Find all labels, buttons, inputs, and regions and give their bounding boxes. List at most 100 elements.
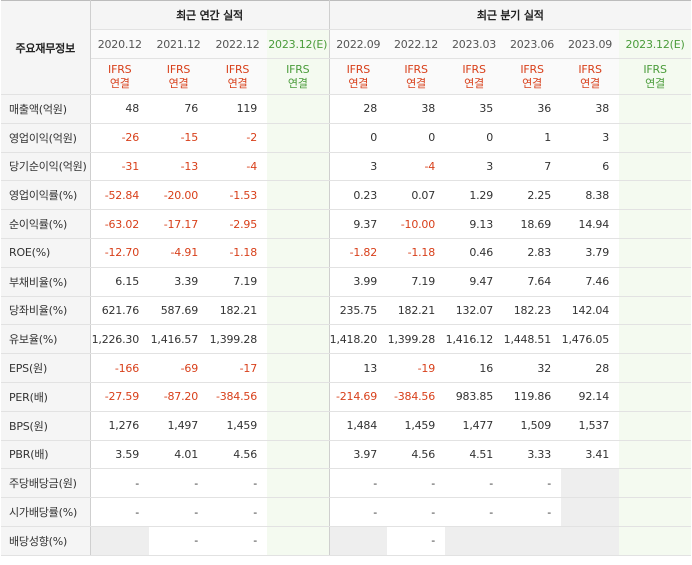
quarterly-period-header: 2022.09: [329, 29, 388, 59]
row-label: 당기순이익(억원): [1, 152, 91, 182]
quarterly-value-cell: 3.79: [561, 238, 620, 268]
ifrs-label: IFRS: [225, 62, 250, 76]
table-row: 순이익률(%) -63.02 -17.17 -2.95 9.37 -10.00 9.13 18…: [1, 209, 692, 239]
quarterly-value-cell: [619, 411, 692, 441]
annual-value-cell: -12.70: [90, 238, 149, 268]
quarterly-value-cell: 3.97: [329, 440, 388, 470]
quarterly-value-cell: -1.18: [387, 238, 446, 268]
row-label: 영업이익(억원): [1, 123, 91, 153]
quarterly-value-cell: 1,537: [561, 411, 620, 441]
annual-value-cell: 1,416.57: [149, 324, 208, 355]
row-label: ROE(%): [1, 238, 91, 268]
annual-value-cell: -20.00: [149, 180, 208, 211]
quarterly-value-cell: [619, 123, 692, 153]
quarterly-value-cell: 132.07: [445, 296, 504, 326]
quarterly-section-title: 최근 분기 실적: [329, 0, 692, 30]
ifrs-label: IFRS: [346, 62, 371, 76]
table-row: EPS(원) -166 -69 -17 13 -19 16 32 28: [1, 353, 692, 383]
quarterly-value-cell: 7: [503, 152, 562, 182]
consolidated-label: 연결: [522, 76, 542, 90]
quarterly-period-header: 2022.12: [387, 29, 446, 59]
consolidated-label: 연결: [287, 76, 308, 90]
annual-value-cell: 621.76: [90, 296, 149, 326]
annual-value-cell: -: [90, 497, 149, 527]
row-label: EPS(원): [1, 353, 91, 383]
quarterly-value-cell: 4.51: [445, 440, 504, 470]
quarterly-value-cell: 9.37: [329, 209, 388, 239]
quarterly-value-cell: 2.83: [503, 238, 562, 268]
annual-accounting-header: IFRS 연결: [208, 58, 267, 95]
quarterly-value-cell: [445, 526, 504, 556]
annual-value-cell: [267, 353, 330, 383]
annual-value-cell: -: [149, 468, 208, 499]
table-row: 당좌비율(%) 621.76 587.69 182.21 235.75 182.21 132…: [1, 296, 692, 326]
ifrs-label: IFRS: [643, 62, 667, 76]
annual-value-cell: -4: [208, 152, 267, 182]
annual-value-cell: -: [90, 468, 149, 499]
quarterly-accounting-header: IFRS 연결: [503, 58, 562, 95]
row-label: 부채비율(%): [1, 267, 91, 297]
quarterly-accounting-header: IFRS 연결: [561, 58, 620, 95]
annual-value-cell: -4.91: [149, 238, 208, 268]
annual-value-cell: -: [208, 468, 267, 499]
quarterly-value-cell: -10.00: [387, 209, 446, 239]
quarterly-value-cell: 14.94: [561, 209, 620, 239]
quarterly-value-cell: -: [445, 497, 504, 527]
annual-value-cell: -17.17: [149, 209, 208, 239]
consolidated-label: 연결: [406, 76, 426, 90]
quarterly-value-cell: 38: [387, 94, 446, 124]
annual-value-cell: -2: [208, 123, 267, 153]
annual-value-cell: 182.21: [208, 296, 267, 326]
quarterly-value-cell: 7.46: [561, 267, 620, 297]
row-label: PBR(배): [1, 440, 91, 470]
quarterly-value-cell: 0: [329, 123, 388, 153]
quarterly-value-cell: -: [503, 497, 562, 527]
annual-value-cell: 48: [90, 94, 149, 124]
quarterly-value-cell: 1.29: [445, 180, 504, 211]
quarterly-value-cell: [619, 324, 692, 355]
row-label: 유보율(%): [1, 324, 91, 355]
quarterly-value-cell: [561, 468, 620, 499]
quarterly-value-cell: -: [387, 497, 446, 527]
quarterly-value-cell: [619, 152, 692, 182]
quarterly-value-cell: 36: [503, 94, 562, 124]
quarterly-value-cell: [619, 526, 692, 556]
consolidated-label: 연결: [645, 76, 665, 90]
annual-value-cell: [267, 526, 330, 556]
quarterly-value-cell: 16: [445, 353, 504, 383]
table-row: 부채비율(%) 6.15 3.39 7.19 3.99 7.19 9.47 7.64 7.46: [1, 267, 692, 297]
quarterly-period-header: 2023.12(E): [619, 29, 692, 59]
quarterly-value-cell: 1,399.28: [387, 324, 446, 355]
quarterly-period-header: 2023.09: [561, 29, 620, 59]
quarterly-value-cell: [619, 267, 692, 297]
quarterly-value-cell: [561, 526, 620, 556]
annual-value-cell: -384.56: [208, 382, 267, 412]
table-row: 영업이익률(%) -52.84 -20.00 -1.53 0.23 0.07 1.29 2.2…: [1, 180, 692, 211]
annual-value-cell: 3.39: [149, 267, 208, 297]
annual-period-header: 2021.12: [149, 29, 208, 59]
quarterly-accounting-header: IFRS 연결: [387, 58, 446, 95]
quarterly-value-cell: 18.69: [503, 209, 562, 239]
quarterly-value-cell: 983.85: [445, 382, 504, 412]
annual-period-header: 2022.12: [208, 29, 267, 59]
quarterly-value-cell: 142.04: [561, 296, 620, 326]
quarterly-value-cell: 35: [445, 94, 504, 124]
quarterly-value-cell: [619, 440, 692, 470]
annual-value-cell: 7.19: [208, 267, 267, 297]
annual-value-cell: -27.59: [90, 382, 149, 412]
quarterly-value-cell: 9.47: [445, 267, 504, 297]
quarterly-value-cell: -: [503, 468, 562, 499]
row-label: 영업이익률(%): [1, 180, 91, 211]
annual-value-cell: -: [208, 526, 267, 556]
quarterly-value-cell: -214.69: [329, 382, 388, 412]
period-row: 2020.12 2021.12 2022.12 2023.12(E) 2022.09 20…: [1, 29, 692, 59]
annual-value-cell: [267, 440, 330, 470]
annual-value-cell: -31: [90, 152, 149, 182]
annual-value-cell: 119: [208, 94, 267, 124]
quarterly-value-cell: [619, 497, 692, 527]
annual-accounting-header: IFRS 연결: [90, 58, 149, 95]
annual-accounting-header: IFRS 연결: [267, 58, 330, 95]
annual-value-cell: 1,226.30: [90, 324, 149, 355]
annual-period-header: 2020.12: [90, 29, 149, 59]
